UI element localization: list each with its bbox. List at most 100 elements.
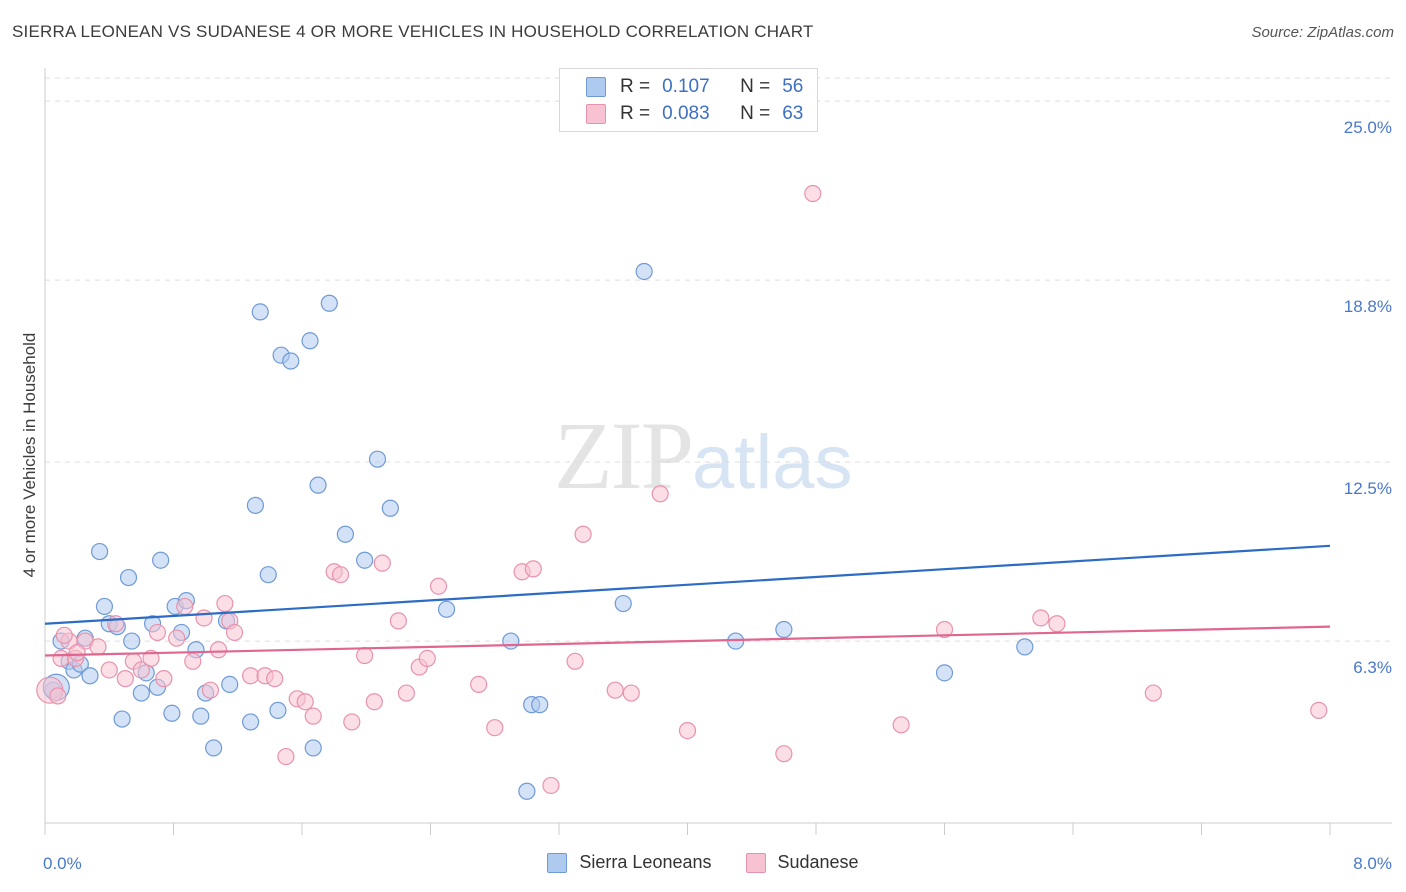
- sudanese-point: [622, 684, 640, 702]
- sierra-leoneans-point: [614, 594, 632, 613]
- trend-lines: [44, 544, 1331, 657]
- sierra-leoneans-point: [246, 496, 265, 514]
- sudanese-point: [68, 644, 86, 662]
- sudanese-point: [266, 670, 284, 688]
- sudanese-point: [651, 485, 669, 503]
- sudanese-point: [470, 675, 488, 693]
- sierra-leoneans-point: [152, 551, 170, 569]
- x-tick-label: 0.0%: [43, 854, 82, 873]
- sierra-leoneans-point: [259, 566, 277, 584]
- sudanese-point: [343, 713, 361, 731]
- sudanese-point: [201, 681, 220, 699]
- sudanese-point: [100, 661, 118, 679]
- grid-lines: [45, 77, 1392, 642]
- sudanese-point: [176, 597, 194, 616]
- sudanese-point: [55, 626, 73, 644]
- sierra-leoneans-point: [242, 713, 260, 731]
- sierra-leoneans-point: [95, 597, 114, 616]
- x-tick-label: 8.0%: [1353, 854, 1392, 873]
- sudanese-point: [304, 707, 322, 725]
- sierra-leoneans-point: [123, 632, 141, 650]
- sierra-leoneans-point: [192, 707, 210, 725]
- sudanese-point: [52, 649, 70, 668]
- sudanese-point: [216, 594, 234, 613]
- legend-swatch-pink: [745, 852, 766, 873]
- sudanese-point: [116, 670, 134, 688]
- legend-r-label: R =: [620, 103, 651, 124]
- y-tick-label: 6.3%: [1353, 658, 1392, 677]
- sierra-leoneans-point: [775, 620, 793, 639]
- sierra-leoneans-point: [132, 684, 150, 702]
- sudanese-point: [775, 745, 793, 763]
- sudanese-trend-line: [44, 625, 1331, 657]
- sudanese-point: [804, 184, 822, 203]
- chart-title: SIERRA LEONEAN VS SUDANESE 4 OR MORE VEH…: [12, 22, 814, 41]
- sudanese-point: [242, 667, 260, 685]
- sudanese-point: [566, 652, 584, 670]
- sierra-leoneans-points: [42, 262, 1034, 800]
- sudanese-point: [678, 721, 697, 740]
- sudanese-point: [155, 670, 173, 688]
- sierra-leoneans-point: [251, 303, 269, 321]
- sierra-leoneans-point: [221, 675, 239, 693]
- sudanese-point: [524, 560, 542, 578]
- legend-n-label: N =: [740, 103, 771, 124]
- sudanese-point: [365, 693, 383, 711]
- source-label: Source: ZipAtlas.com: [1251, 24, 1394, 41]
- legend-item-sudanese[interactable]: Sudanese: [745, 852, 859, 873]
- correlation-legend: R = 0.107 N = 56 R = 0.083 N = 63: [559, 68, 818, 132]
- legend-item-sierra-leoneans[interactable]: Sierra Leoneans: [547, 852, 712, 873]
- legend-r-value: 0.083: [662, 103, 710, 124]
- sudanese-point: [892, 716, 910, 734]
- sudanese-points: [36, 184, 1328, 795]
- legend-swatch-blue: [547, 852, 568, 873]
- sudanese-point: [1310, 701, 1328, 719]
- legend-label: Sudanese: [777, 852, 859, 872]
- sudanese-point: [418, 649, 436, 668]
- sudanese-point: [331, 566, 350, 584]
- sudanese-point: [225, 623, 244, 642]
- sierra-leoneans-point: [518, 782, 536, 800]
- sudanese-point: [935, 620, 954, 639]
- sudanese-point: [49, 687, 67, 705]
- watermark-zip: ZIP: [554, 402, 694, 509]
- sierra-leoneans-point: [531, 696, 549, 714]
- legend-n-value: 56: [782, 76, 804, 97]
- sudanese-point: [429, 577, 448, 595]
- sudanese-point: [1144, 684, 1162, 702]
- sudanese-point: [1032, 609, 1050, 627]
- sierra-leoneans-point: [381, 499, 399, 517]
- sierra-leoneans-point: [113, 710, 131, 728]
- sierra-leoneans-point: [502, 632, 520, 650]
- sudanese-point: [168, 629, 186, 647]
- sudanese-point: [389, 612, 407, 630]
- sudanese-point: [486, 719, 504, 737]
- sudanese-point: [195, 609, 213, 627]
- sierra-leoneans-point: [356, 551, 374, 569]
- sierra-leoneans-point: [368, 450, 387, 468]
- sudanese-point: [373, 554, 391, 572]
- sierra-leoneans-point: [1016, 638, 1034, 656]
- sudanese-point: [184, 652, 202, 670]
- sudanese-point: [574, 525, 592, 543]
- tick-labels: 6.3% 12.5% 18.8% 25.0% 0.0% 8.0%: [43, 118, 1392, 873]
- sierra-leoneans-point: [205, 739, 223, 757]
- legend-label: Sierra Leoneans: [579, 852, 712, 872]
- sierra-leoneans-point: [437, 600, 456, 618]
- legend-swatch-pink: [586, 104, 606, 124]
- legend-swatch-blue: [586, 77, 606, 97]
- sierra-leoneans-point: [935, 664, 954, 682]
- sudanese-point: [89, 638, 107, 656]
- sudanese-point: [132, 661, 150, 679]
- legend-n-value: 63: [782, 103, 804, 124]
- sierra-leoneans-point: [635, 262, 653, 281]
- sierra-leoneans-point: [309, 476, 327, 494]
- sierra-leoneans-point: [336, 525, 354, 543]
- sierra-leoneans-point: [320, 294, 338, 312]
- sudanese-point: [277, 747, 295, 766]
- legend-r-label: R =: [620, 76, 651, 97]
- sierra-leoneans-point: [282, 352, 300, 370]
- y-tick-label: 18.8%: [1344, 297, 1392, 316]
- series-legend: Sierra Leoneans Sudanese: [0, 852, 1406, 873]
